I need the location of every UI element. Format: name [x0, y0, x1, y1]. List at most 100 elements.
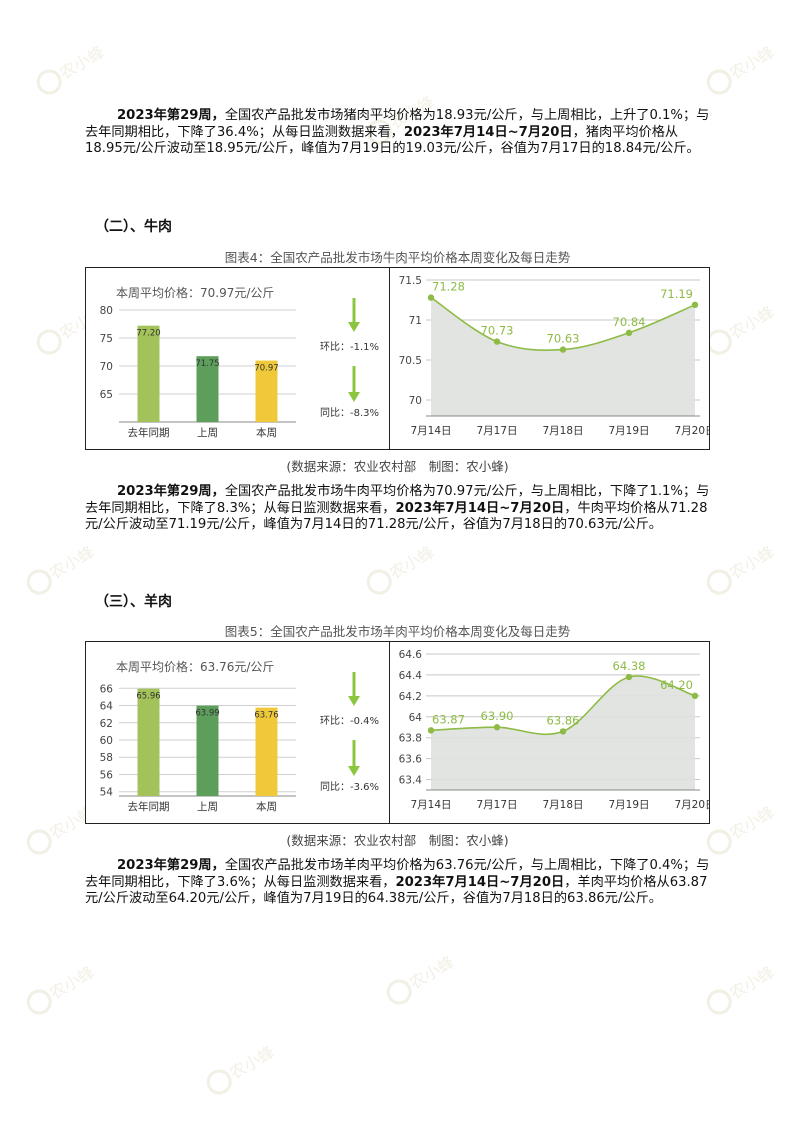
- beef-bar-bar-value-label: 70.97: [254, 364, 278, 374]
- mutton-bar-ytick-label: 62: [100, 718, 113, 730]
- mutton-bar-bar-value-label: 63.99: [195, 709, 219, 719]
- mutton-text-b: ，羊肉平均价格从63.87元/公斤波动至64.20元/公斤，峰值为7月19日的6…: [85, 874, 708, 907]
- mutton-daily-xtick-label: 7月19日: [608, 799, 649, 811]
- svg-text:农小蜂: 农小蜂: [726, 302, 777, 342]
- beef-daily-data-point: [559, 346, 567, 353]
- watermark-stamp: 农小蜂: [380, 950, 460, 1014]
- beef-daily-ytick-label: 70: [409, 395, 422, 407]
- svg-text:农小蜂: 农小蜂: [46, 962, 97, 1002]
- mutton-daily-xtick-label: 7月20日: [674, 799, 709, 811]
- mutton-bar-ytick-label: 60: [100, 735, 113, 747]
- watermark-stamp: 农小蜂: [700, 960, 780, 1024]
- pork-range: 2023年7月14日~7月20日: [403, 124, 573, 140]
- chart4-caption: 图表4：全国农产品批发市场牛肉平均价格本周变化及每日走势: [224, 250, 571, 265]
- svg-text:农小蜂: 农小蜂: [726, 42, 777, 82]
- mutton-daily-data-label: 63.90: [481, 709, 514, 723]
- chart5-divider: [389, 642, 390, 823]
- beef-bar-bar-value-label: 71.75: [195, 359, 219, 369]
- beef-daily-xtick-label: 7月17日: [476, 425, 517, 437]
- beef-daily-data-label: 70.63: [547, 332, 580, 346]
- beef-bar-summary-label: 本周平均价格：70.97元/公斤: [116, 285, 274, 300]
- beef-text-b: ，牛肉平均价格从71.28元/公斤波动至71.19元/公斤，峰值为7月14日的7…: [85, 500, 708, 533]
- mutton-lead: 2023年第29周，: [117, 858, 225, 873]
- mutton-daily-ytick-label: 64: [409, 712, 423, 724]
- beef-bar-ytick-label: 65: [100, 389, 113, 401]
- svg-text:农小蜂: 农小蜂: [726, 962, 777, 1002]
- mutton-daily-data-label: 64.38: [613, 659, 646, 673]
- mutton-bar-ytick-label: 58: [100, 752, 113, 764]
- mutton-daily-ytick-label: 63.6: [399, 754, 423, 766]
- svg-text:农小蜂: 农小蜂: [386, 542, 437, 582]
- mutton-daily-data-point: [625, 673, 633, 681]
- beef-bar-tongbi-label: 同比：-8.3%: [320, 407, 379, 419]
- mutton-bar-ytick-label: 56: [100, 769, 114, 781]
- chart5-source: (数据来源：农业农村部 制图：农小蜂): [286, 833, 509, 848]
- mutton-daily-xtick-label: 7月17日: [476, 799, 517, 811]
- beef-bar-ytick-label: 75: [100, 333, 113, 345]
- chart5-box: 本周平均价格：63.76元/公斤 54 56 58 60 62 64 66 65.96 去年同期 6…: [85, 641, 710, 824]
- beef-bar-ytick-label: 70: [100, 361, 113, 373]
- beef-bar-category-label: 上周: [197, 427, 218, 439]
- beef-bar-bar: [196, 356, 219, 422]
- svg-text:农小蜂: 农小蜂: [56, 42, 107, 82]
- pork-lead: 2023年第29周，: [117, 108, 225, 123]
- beef-range: 2023年7月14日~7月20日: [395, 500, 565, 516]
- beef-daily-chart: 70 70.5 71 71.5 71.28 7月14日 70.73 7月17日 70.63 7月1…: [399, 275, 709, 437]
- beef-bar-bar-value-label: 77.20: [136, 329, 160, 339]
- beef-daily-data-point: [493, 338, 501, 345]
- section-mutton-title: （三）、羊肉: [95, 594, 172, 610]
- svg-text:农小蜂: 农小蜂: [226, 1042, 277, 1082]
- beef-daily-xtick-label: 7月14日: [410, 425, 451, 437]
- beef-lead: 2023年第29周，: [117, 484, 225, 499]
- mutton-daily-ytick-label: 63.4: [399, 775, 423, 787]
- mutton-daily-ytick-label: 64.4: [399, 670, 423, 682]
- mutton-bar-tongbi-label: 同比：-3.6%: [320, 781, 379, 793]
- watermark-stamp: 农小蜂: [700, 800, 780, 864]
- watermark-stamp: 农小蜂: [30, 40, 110, 104]
- mutton-bar-down-arrow-head: [348, 696, 360, 706]
- watermark-stamp: 农小蜂: [700, 40, 780, 104]
- mutton-bar-category-label: 上周: [197, 801, 218, 813]
- mutton-bar-ytick-label: 54: [100, 787, 114, 799]
- mutton-daily-ytick-label: 64.2: [399, 691, 422, 703]
- svg-text:农小蜂: 农小蜂: [46, 542, 97, 582]
- beef-bar-ytick-label: 80: [100, 305, 113, 317]
- mutton-bar-bar: [196, 705, 219, 796]
- mutton-daily-ytick-label: 64.6: [399, 649, 423, 661]
- watermark-stamp: 农小蜂: [20, 960, 100, 1024]
- mutton-bar-bar-value-label: 63.76: [254, 711, 278, 721]
- watermark-stamp: 农小蜂: [20, 540, 100, 604]
- pork-text-b: ，猪肉平均价格从18.95元/公斤波动至18.95元/公斤，峰值为7月19日的1…: [85, 124, 700, 157]
- mutton-bar-bar: [255, 707, 278, 796]
- beef-daily-area-fill: [431, 297, 695, 416]
- beef-bar-down-arrow-head: [348, 392, 360, 402]
- mutton-bar-chart: 本周平均价格：63.76元/公斤 54 56 58 60 62 64 66 65.96 去年同期 6…: [100, 659, 379, 813]
- chart4-source: (数据来源：农业农村部 制图：农小蜂): [286, 459, 509, 474]
- beef-daily-ytick-label: 71: [409, 315, 422, 327]
- svg-text:农小蜂: 农小蜂: [726, 542, 777, 582]
- beef-daily-data-point: [691, 301, 699, 308]
- mutton-bar-category-label: 本周: [256, 800, 277, 813]
- mutton-bar-ytick-label: 66: [100, 683, 114, 695]
- beef-bar-huanbi-label: 环比：-1.1%: [320, 341, 379, 353]
- watermark-stamp: 农小蜂: [200, 1040, 280, 1104]
- mutton-daily-xtick-label: 7月18日: [542, 799, 583, 811]
- mutton-bar-ytick-label: 64: [100, 701, 114, 713]
- mutton-daily-data-point: [427, 727, 435, 734]
- watermark-stamp: 农小蜂: [700, 540, 780, 604]
- svg-text:农小蜂: 农小蜂: [406, 952, 457, 992]
- watermark-stamp: 农小蜂: [360, 540, 440, 604]
- beef-daily-data-point: [625, 329, 633, 336]
- mutton-daily-data-label: 64.20: [660, 678, 693, 692]
- svg-text:农小蜂: 农小蜂: [726, 802, 777, 842]
- beef-bar-down-arrow-head: [348, 322, 360, 332]
- beef-daily-data-point: [427, 294, 435, 301]
- beef-bar-category-label: 本周: [256, 426, 277, 439]
- pork-text-a: 全国农产品批发市场猪肉平均价格为18.93元/公斤，与上周相比，上升了0.1%；…: [85, 108, 710, 140]
- mutton-daily-data-point: [691, 692, 699, 700]
- beef-bar-chart: 本周平均价格：70.97元/公斤 65 70 75 80 77.20 去年同期 71.75 上周…: [100, 285, 379, 439]
- beef-bar-bar: [137, 325, 160, 422]
- mutton-daily-data-label: 63.86: [547, 713, 580, 727]
- beef-daily-xtick-label: 7月20日: [674, 425, 709, 437]
- mutton-daily-ytick-label: 63.8: [399, 733, 422, 745]
